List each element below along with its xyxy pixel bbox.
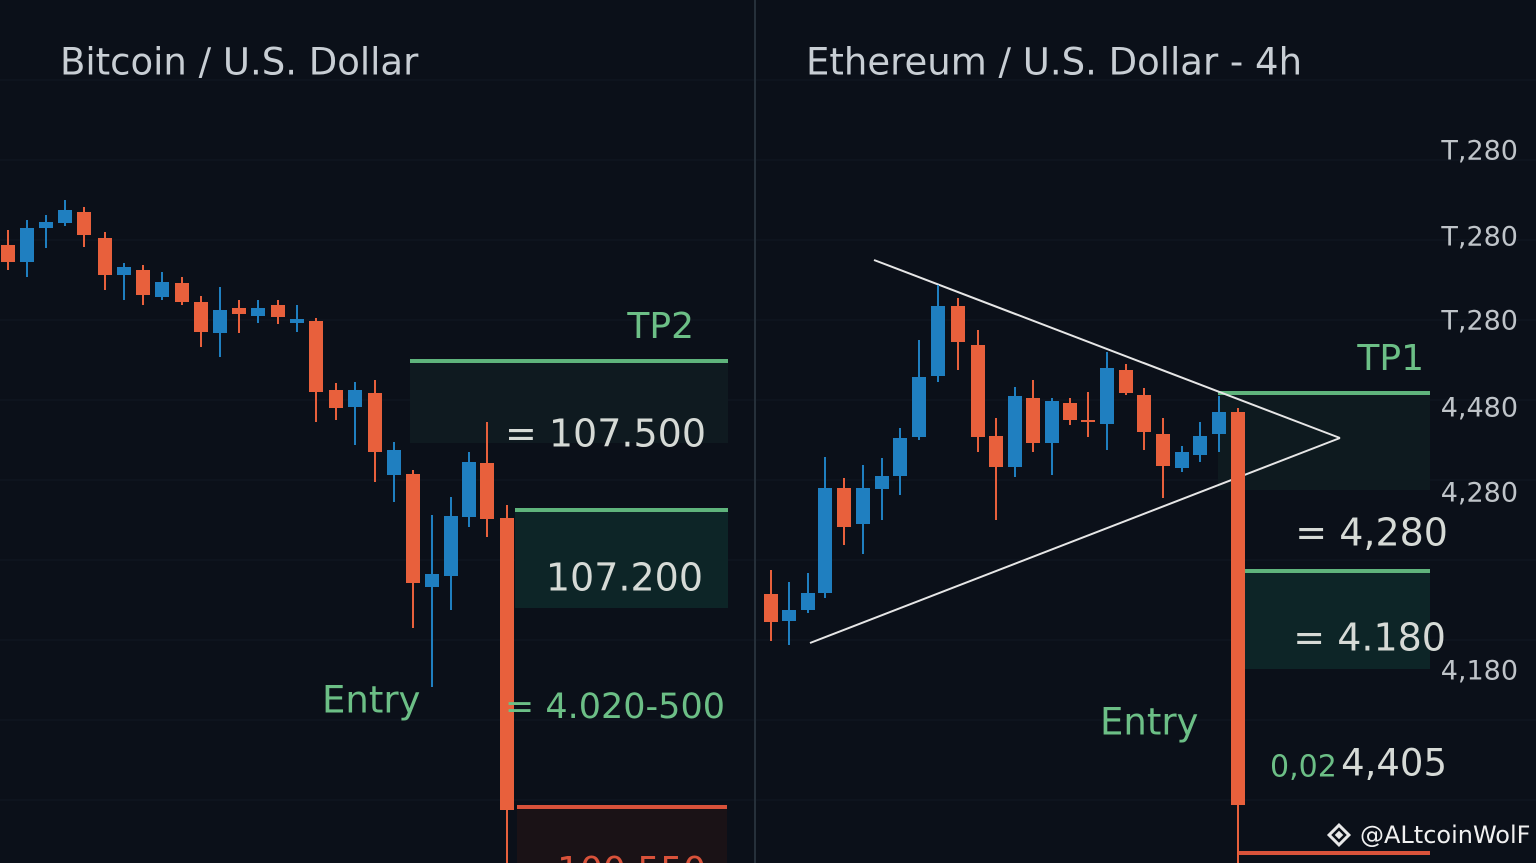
candle-body	[77, 212, 91, 235]
axis-label: T,280	[1440, 136, 1518, 167]
target-zone	[515, 512, 728, 608]
candle-body	[136, 270, 150, 295]
candle-body	[251, 308, 265, 316]
candle-body	[1063, 403, 1077, 420]
candle-body	[406, 474, 420, 583]
candle-body	[309, 321, 323, 392]
entry-price-label: 4,405	[1341, 742, 1447, 785]
candle-body	[155, 282, 169, 297]
candle-body	[782, 610, 796, 621]
candle-body	[989, 436, 1003, 467]
candle-body	[1119, 370, 1133, 393]
stop-zone	[517, 809, 727, 863]
price-axis: T,280 T,280 T,280 4,480 4,280 4,180	[1440, 136, 1518, 687]
candle-body	[194, 302, 208, 332]
ratio-label: 0,02	[1270, 750, 1337, 785]
level-label: = 4.180	[1293, 616, 1446, 660]
entry-label: Entry	[322, 679, 420, 722]
candle-body	[462, 462, 476, 517]
candle-body	[1212, 412, 1226, 434]
candles	[1, 200, 1245, 863]
candle-body	[1137, 395, 1151, 432]
watermark: @ALtcoinWolF	[1360, 821, 1530, 849]
tp-zone	[410, 363, 728, 443]
candle-body	[213, 310, 227, 333]
candle-body	[387, 450, 401, 475]
candle-body	[1026, 398, 1040, 443]
level-label: = 4,280	[1295, 511, 1448, 555]
candle-body	[425, 574, 439, 587]
candle-body	[117, 267, 131, 275]
candle-body	[98, 238, 112, 275]
entry-label: Entry	[1100, 701, 1198, 744]
pattern-line	[873, 259, 1341, 439]
candle-body	[1231, 412, 1245, 805]
panel-title: Ethereum / U.S. Dollar - 4h	[806, 41, 1302, 84]
panel-title: Bitcoin / U.S. Dollar	[60, 41, 419, 84]
axis-label: T,280	[1440, 306, 1518, 337]
candle-body	[444, 516, 458, 576]
level-label: 107.200	[546, 556, 703, 600]
candle-body	[1008, 396, 1022, 467]
candle-body	[951, 306, 965, 342]
candle-body	[480, 463, 494, 519]
candle-body	[1045, 401, 1059, 443]
candle-body	[175, 283, 189, 302]
candle-body	[971, 345, 985, 437]
candle-body	[271, 305, 285, 317]
candle-body	[931, 306, 945, 376]
axis-label: T,280	[1440, 222, 1518, 253]
grid	[0, 79, 1536, 801]
candle-body	[856, 488, 870, 524]
axis-label: 4,280	[1441, 478, 1518, 509]
axis-label: 4,480	[1441, 393, 1518, 424]
candle-body	[764, 594, 778, 622]
candle-body	[1175, 452, 1189, 468]
axis-label: 4,180	[1441, 656, 1518, 687]
candle-body	[39, 222, 53, 228]
candle-body	[801, 593, 815, 610]
watermark-icon	[1326, 822, 1352, 848]
candle-body	[837, 488, 851, 527]
level-label: = 107.500	[505, 412, 706, 456]
candle-body	[329, 390, 343, 408]
tp-label: TP2	[626, 306, 694, 347]
candle-body	[893, 438, 907, 476]
candle-body	[20, 228, 34, 262]
candle-body	[368, 393, 382, 452]
candle-body	[290, 319, 304, 323]
stop-label: 100.550	[557, 850, 706, 863]
candle-body	[912, 377, 926, 437]
candle-body	[1081, 420, 1095, 422]
pattern-line	[809, 437, 1341, 644]
candle-body	[1, 245, 15, 262]
candle-body	[875, 476, 889, 489]
tp-zone	[1218, 395, 1430, 490]
candle-body	[1193, 436, 1207, 455]
candle-body	[818, 488, 832, 593]
tp-label: TP1	[1356, 338, 1424, 379]
candle-body	[348, 390, 362, 407]
candle-body	[58, 210, 72, 223]
candle-body	[1100, 368, 1114, 424]
level-label: = 4.020-500	[505, 687, 725, 727]
candle-body	[232, 308, 246, 314]
target-zone	[1245, 573, 1430, 669]
candle-body	[500, 518, 514, 810]
candle-body	[1156, 434, 1170, 466]
